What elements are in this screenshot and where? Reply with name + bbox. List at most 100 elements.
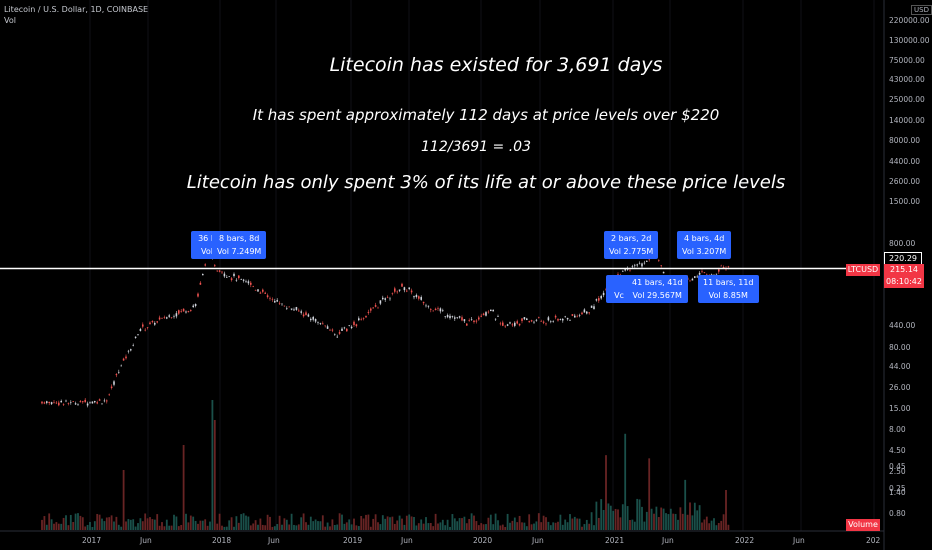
candle-body [216,270,218,272]
volume-bar [182,445,185,530]
volume-bar [259,518,262,530]
candle-body [442,310,444,311]
candle-body [636,264,638,266]
candle-body [151,321,154,323]
range-box-volume: Vol 2.775M [609,247,654,256]
volume-bar [542,515,545,530]
volume-bar [439,522,442,530]
volume-bar [549,525,552,530]
symbol-legend[interactable]: Litecoin / U.S. Dollar, 1D, COINBASE [4,5,149,14]
range-box[interactable]: 41 bars, 41d Vol 29.567M [627,275,688,303]
volume-bar [537,513,540,530]
candle-body [629,269,631,271]
price-scale-tick: 75000.00 [889,56,925,65]
volume-bar [521,522,523,530]
candle-body [334,333,336,335]
volume-bar [343,523,346,530]
volume-bar [391,516,394,530]
candle-body [163,317,166,318]
volume-legend[interactable]: Vol [4,16,16,25]
annotation-days-existed: Litecoin has existed for 3,691 days [329,54,663,76]
volume-bar [252,523,255,530]
candle-body [322,323,324,325]
volume-bar [211,400,214,530]
candle-body [686,277,689,280]
candle-body [130,349,132,351]
volume-bar [559,514,562,530]
candle-body [413,296,415,298]
volume-bar [365,514,367,530]
candle-body [173,315,175,317]
price-scale-tick: 1500.00 [889,197,921,206]
volume-bar [523,522,526,530]
volume-bar [218,513,221,530]
time-scale-tick: 2017 [82,536,102,545]
candle-body [127,350,130,352]
volume-bar [674,513,677,530]
candle-body [168,315,170,317]
candle-body [50,402,53,405]
volume-bar [43,516,46,530]
volume-bar [237,522,240,530]
candle-body [338,332,341,334]
time-scale-tick: Jun [401,536,413,545]
volume-bar [326,522,329,530]
price-scale-tick: 8000.00 [889,136,921,145]
candle-body [122,358,125,361]
volume-bar [420,519,423,530]
volume-bar [307,524,310,530]
candle-body [370,308,372,311]
candle-body [622,270,624,272]
candle-body [391,293,394,294]
candle-body [146,327,149,328]
candle-body [586,311,588,314]
volume-bar [79,515,82,530]
volume-bar [665,513,667,530]
range-box[interactable]: 4 bars, 4d Vol 3.207M [677,231,732,259]
volume-bar [156,514,159,530]
candle-body [427,305,430,307]
candle-body [506,324,509,326]
candle-body [600,296,602,299]
range-box[interactable]: 8 bars, 8d Vol 7.249M [212,231,267,259]
candle-body [434,308,437,311]
candle-body [288,306,290,308]
volume-bar [115,516,118,530]
candle-body [132,345,134,346]
currency-badge[interactable]: USD [911,5,932,15]
volume-bar [494,513,497,530]
candle-body [175,313,178,317]
range-box[interactable]: 2 bars, 2d Vol 2.775M [604,231,659,259]
candle-body [499,323,502,325]
volume-bar [624,433,627,530]
volume-bar [449,526,451,530]
candle-body [382,297,384,300]
volume-bar [629,520,631,530]
time-scale-tick: Jun [140,536,152,545]
time-scale-tick: 2018 [212,536,232,545]
volume-bar [432,526,435,530]
volume-bar [153,519,156,530]
candle-body [727,266,730,268]
price-scale-tick: 8.00 [889,425,906,434]
candle-body [331,329,334,331]
volume-bar [401,518,403,530]
range-box[interactable]: 11 bars, 11d Vol 8.85M [698,275,759,303]
candle-body [509,322,511,324]
volume-bar [86,524,89,530]
volume-bar [302,513,305,530]
candle-body [266,295,269,298]
price-scale-tick: 0.80 [889,509,906,518]
candle-body [528,321,530,323]
volume-bar [141,521,144,530]
candle-body [110,386,113,389]
candle-body [710,274,713,276]
volume-bar [528,514,531,530]
volume-bar [271,526,274,530]
volume-bar [357,526,360,530]
volume-bar [593,525,595,530]
candle-body [420,297,422,300]
candle-body [118,371,120,373]
candle-body [192,305,194,308]
